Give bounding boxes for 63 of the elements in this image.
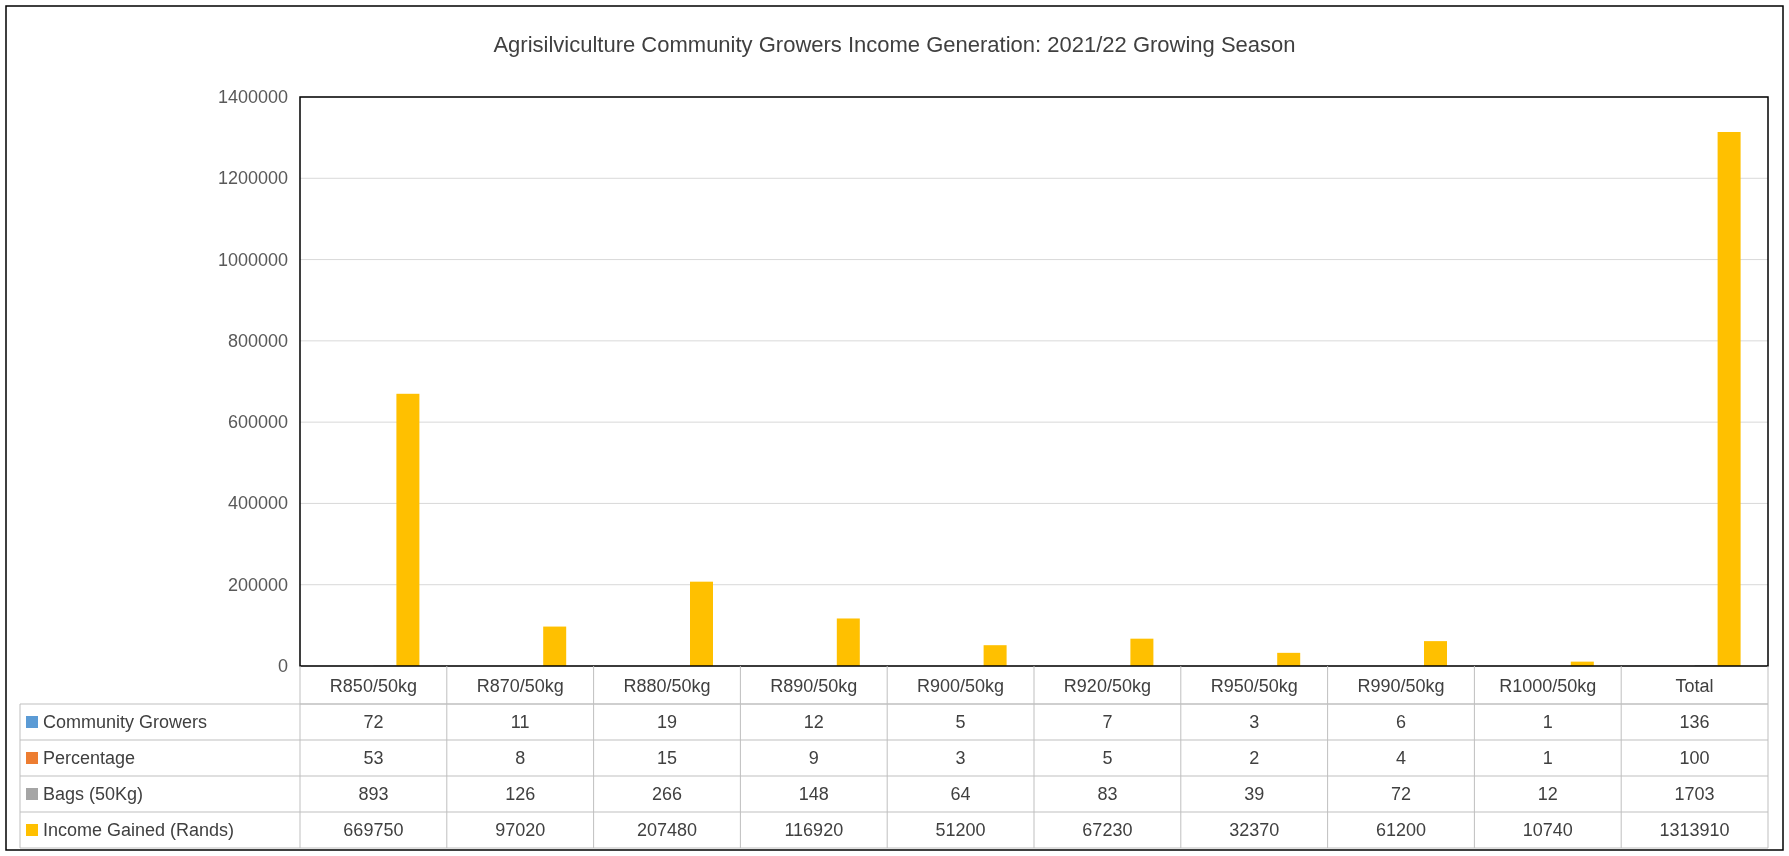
x-tick-label: R870/50kg (476, 676, 564, 696)
data-label: 100 (1679, 748, 1710, 768)
data-label: 97020 (495, 820, 546, 840)
y-tick-label: 1200000 (217, 168, 288, 189)
chart-title: Agrisilviculture Community Growers Income Generation: 2021/22 Growing Season (493, 32, 1296, 57)
data-label: 53 (363, 748, 384, 768)
data-label: 3 (955, 748, 966, 768)
data-label: 3 (1249, 712, 1260, 732)
data-label: 15 (656, 748, 678, 768)
data-label: 9 (808, 748, 819, 768)
y-tick-label: 1400000 (217, 87, 288, 107)
x-tick-label: R900/50kg (917, 676, 1005, 696)
data-label: 5 (1102, 748, 1113, 768)
data-label: 19 (656, 712, 678, 732)
data-label: 72 (363, 712, 384, 732)
data-label: 1 (1542, 712, 1553, 732)
data-label: 1 (1542, 748, 1553, 768)
data-label: 893 (358, 784, 389, 804)
data-label: 148 (798, 784, 829, 804)
data-label: 6 (1395, 712, 1407, 732)
data-label: 10740 (1522, 820, 1573, 840)
data-label: 266 (651, 784, 683, 804)
data-label: 83 (1097, 784, 1118, 804)
x-tick-label: R890/50kg (770, 676, 858, 696)
y-tick-label: 400000 (227, 493, 288, 514)
data-label: 136 (1679, 712, 1710, 732)
y-tick-label: 800000 (227, 330, 288, 351)
y-tick-label: 0 (277, 656, 288, 676)
y-tick-label: 1000000 (217, 249, 288, 270)
data-label: 39 (1244, 784, 1265, 804)
y-tick-label: 600000 (227, 412, 288, 433)
data-label: 72 (1390, 784, 1412, 804)
legend-label: Percentage (43, 748, 136, 768)
x-tick-label: R920/50kg (1063, 676, 1151, 696)
data-label: 207480 (636, 820, 698, 840)
data-label: 7 (1102, 712, 1113, 732)
legend-label: Bags (50Kg) (43, 784, 144, 804)
y-tick-label: 200000 (227, 574, 288, 595)
data-label: 8 (515, 748, 526, 768)
data-label: 12 (1537, 784, 1558, 804)
legend-label: Income Gained (Rands) (43, 820, 235, 840)
x-tick-label: Total (1675, 676, 1714, 696)
data-label: 61200 (1375, 820, 1427, 840)
data-label: 67230 (1082, 820, 1133, 840)
data-label: 64 (950, 784, 971, 804)
data-label: 1313910 (1659, 820, 1730, 840)
x-tick-label: R990/50kg (1357, 676, 1445, 696)
data-label: 4 (1395, 748, 1407, 768)
x-tick-label: R1000/50kg (1499, 676, 1597, 696)
data-label: 51200 (935, 820, 986, 840)
data-label: 5 (955, 712, 966, 732)
data-label: 32370 (1229, 820, 1280, 840)
data-label: 116920 (784, 820, 844, 840)
data-label: 12 (803, 712, 824, 732)
data-label: 1703 (1674, 784, 1715, 804)
legend-label: Community Growers (43, 712, 208, 732)
data-label: 11 (510, 712, 530, 732)
x-tick-label: R880/50kg (623, 676, 711, 696)
x-tick-label: R850/50kg (329, 676, 417, 696)
x-tick-label: R950/50kg (1210, 676, 1298, 696)
data-label: 2 (1249, 748, 1260, 768)
data-label: 126 (505, 784, 536, 804)
data-label: 669750 (343, 820, 404, 840)
